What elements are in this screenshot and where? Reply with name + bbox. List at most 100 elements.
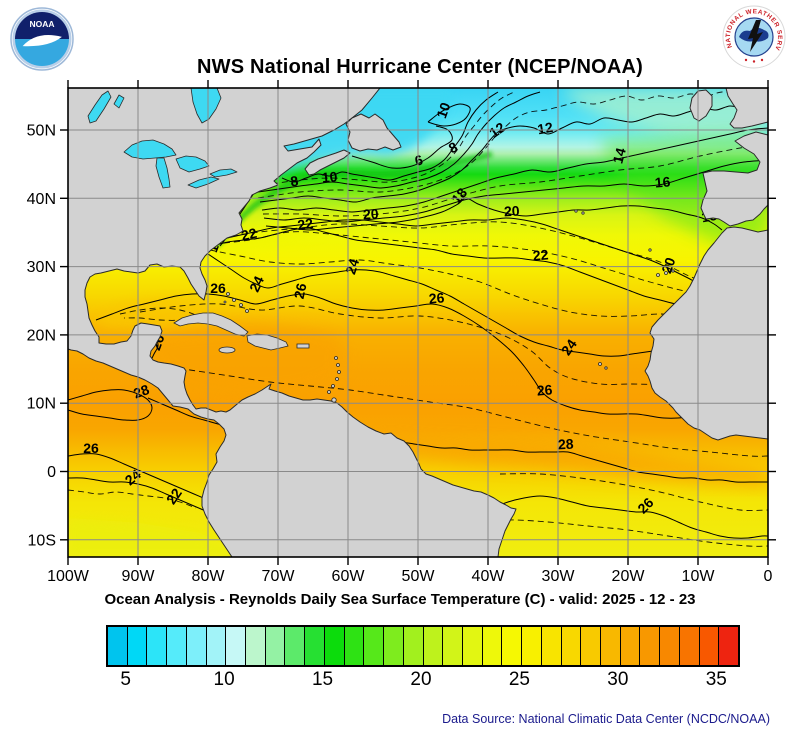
isotherm-22c bbox=[68, 489, 197, 509]
y-axis-label: 40N bbox=[27, 191, 56, 208]
lake-michigan bbox=[155, 157, 171, 189]
y-axis-label: 50N bbox=[27, 123, 56, 140]
nws-logo-icon: NATIONAL WEATHER SERVICE bbox=[719, 0, 786, 69]
colorbar-segment bbox=[502, 627, 523, 665]
isotherm-value-label: 24 bbox=[246, 273, 267, 294]
colorbar-segment bbox=[147, 627, 168, 665]
isotherm-value-label: 28 bbox=[558, 436, 575, 453]
y-axis-label: 30N bbox=[27, 259, 56, 276]
colorbar-segment bbox=[403, 627, 424, 665]
colorbar-segment bbox=[127, 627, 148, 665]
noaa-logo-text: NOAA bbox=[29, 19, 54, 29]
islands-lesser-antilles bbox=[327, 356, 341, 403]
isotherm-value-label: 14 bbox=[609, 146, 629, 165]
x-axis-label: 30W bbox=[542, 568, 576, 585]
landmass-newfoundland bbox=[345, 113, 402, 152]
island-cuba bbox=[173, 312, 249, 337]
isotherm-value-label: 22 bbox=[240, 225, 259, 244]
lake-winnipegosis bbox=[113, 94, 125, 109]
x-axis-label: 20W bbox=[612, 568, 646, 585]
isotherm-value-label: 12 bbox=[536, 119, 554, 137]
colorbar-tick-label: 30 bbox=[607, 669, 629, 690]
isotherm-value-label: 26 bbox=[291, 281, 310, 300]
james-bay bbox=[190, 88, 222, 124]
landmass-iberia-france bbox=[700, 131, 768, 227]
isotherm-value-label: 28 bbox=[131, 381, 151, 401]
island-puerto-rico bbox=[296, 343, 310, 349]
isotherm-12c bbox=[259, 103, 768, 203]
colorbar-segment bbox=[620, 627, 641, 665]
colorbar-segment bbox=[679, 627, 700, 665]
isotherm-value-label: 22 bbox=[532, 246, 549, 263]
isotherm-value-label: 26 bbox=[428, 289, 445, 306]
x-axis-label: 100W bbox=[47, 568, 90, 585]
colorbar-segment bbox=[344, 627, 365, 665]
isotherm-26c bbox=[95, 293, 768, 419]
isotherm-value-label: 26 bbox=[83, 440, 99, 456]
isotherm-19c bbox=[221, 221, 768, 283]
colorbar-segment bbox=[660, 627, 680, 665]
x-axis-label: 80W bbox=[192, 568, 226, 585]
colorbar-segment bbox=[108, 627, 128, 665]
data-source-note: Data Source: National Climatic Data Cent… bbox=[442, 712, 770, 726]
colorbar bbox=[106, 625, 740, 667]
isotherm-value-label: 10 bbox=[321, 168, 338, 185]
x-axis-label: 60W bbox=[332, 568, 366, 585]
isotherm-contours bbox=[68, 89, 768, 547]
colorbar-segment bbox=[364, 627, 385, 665]
isotherm-value-label: 26 bbox=[536, 381, 553, 398]
isotherm-10c bbox=[257, 91, 541, 193]
latlon-grid bbox=[68, 88, 768, 557]
isotherm-value-label: 26 bbox=[210, 280, 226, 296]
island-jamaica bbox=[218, 346, 236, 354]
islands-bahamas bbox=[223, 292, 249, 313]
colorbar-tick-label: 35 bbox=[705, 669, 727, 690]
landmass-nova-scotia bbox=[304, 149, 351, 176]
colorbar-segment bbox=[462, 627, 483, 665]
colorbar-segment bbox=[324, 627, 345, 665]
colorbar-segment bbox=[384, 627, 404, 665]
y-axis-label: 0 bbox=[47, 464, 56, 481]
x-axis-label: 10W bbox=[682, 568, 716, 585]
isotherm-value-label: 6 bbox=[413, 151, 425, 169]
noaa-logo: NOAA bbox=[10, 7, 74, 71]
axis-ticks bbox=[60, 80, 776, 565]
isotherm-26c bbox=[475, 495, 768, 539]
colorbar-segment bbox=[600, 627, 621, 665]
y-axis-label: 10S bbox=[28, 532, 56, 549]
isotherm-value-label: 16 bbox=[654, 173, 671, 190]
colorbar-segment bbox=[541, 627, 562, 665]
colorbar-segment bbox=[719, 627, 738, 665]
noaa-logo-icon: NOAA bbox=[10, 7, 74, 71]
isotherm-10c bbox=[427, 103, 471, 127]
isotherm-24c bbox=[68, 477, 223, 519]
isotherm-28c bbox=[68, 389, 153, 421]
isotherm-8c bbox=[281, 91, 499, 183]
x-axis-label: 90W bbox=[122, 568, 156, 585]
nws-logo: NATIONAL WEATHER SERVICE bbox=[719, 0, 786, 69]
axis-labels: 100W 90W 80W 70W 60W 50W 40W 30W 20W 10W 0 50N 40N 30… bbox=[27, 123, 773, 586]
isotherm-value-label: 20 bbox=[363, 206, 380, 223]
sst-map: 6881010121214161818202020222222142426262… bbox=[0, 78, 800, 598]
landmasses bbox=[68, 88, 768, 557]
landmass-africa bbox=[644, 226, 768, 441]
colorbar-segment bbox=[640, 627, 661, 665]
colorbar-tick-label: 20 bbox=[410, 669, 432, 690]
landmass-americas bbox=[68, 88, 517, 557]
x-axis-label: 0 bbox=[764, 568, 773, 585]
isotherm-25c bbox=[139, 303, 768, 385]
colorbar-segment bbox=[226, 627, 247, 665]
colorbar-tick-label: 25 bbox=[508, 669, 530, 690]
y-axis-label: 20N bbox=[27, 327, 56, 344]
colorbar-tick-label: 10 bbox=[213, 669, 235, 690]
x-axis-label: 40W bbox=[472, 568, 506, 585]
isotherm-value-label: 8 bbox=[289, 173, 299, 190]
landmass-britain bbox=[725, 88, 768, 129]
colorbar-segment bbox=[246, 627, 266, 665]
lake-winnipeg bbox=[87, 90, 112, 124]
landmass-ireland bbox=[689, 89, 713, 122]
colorbar-segment bbox=[285, 627, 306, 665]
colorbar-segment bbox=[167, 627, 187, 665]
isotherm-27c bbox=[499, 473, 768, 512]
